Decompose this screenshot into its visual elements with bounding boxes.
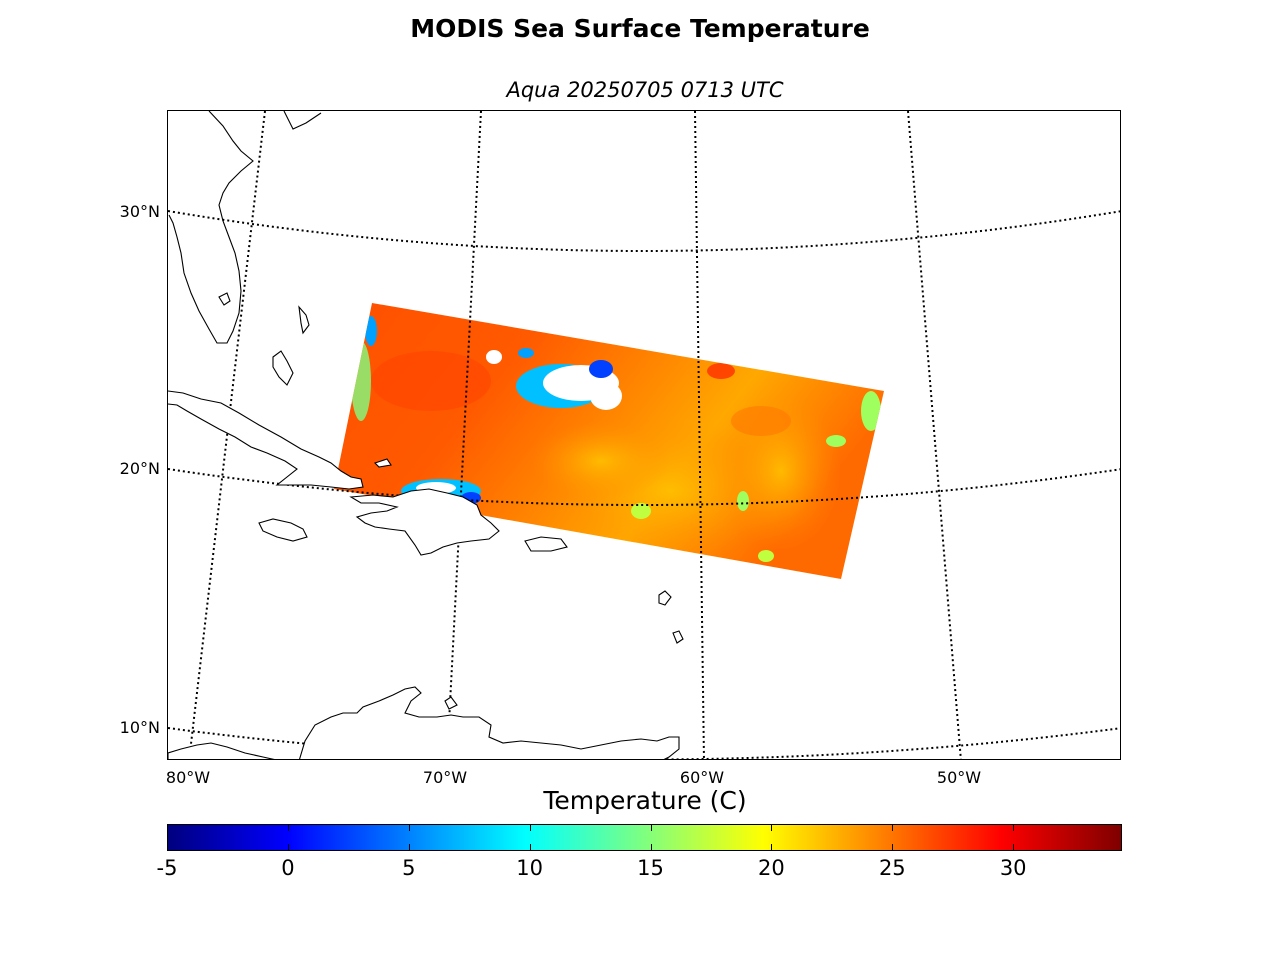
lon-label-50w: 50°W (936, 768, 982, 787)
lon-label-80w: 80°W (165, 768, 211, 787)
map-panel (167, 110, 1121, 760)
figure-title: MODIS Sea Surface Temperature (410, 14, 870, 43)
colorbar-tick-mark (771, 844, 773, 850)
colorbar-tick-label: 20 (758, 856, 785, 880)
colorbar-tick-mark (529, 825, 531, 831)
colorbar-tick-mark (408, 844, 410, 850)
colorbar-tick-mark (408, 825, 410, 831)
colorbar-tick-label: -5 (156, 856, 178, 880)
colorbar-tick-mark (892, 844, 894, 850)
colorbar-tick-label: 0 (281, 856, 295, 880)
colorbar-tick-mark (529, 844, 531, 850)
lat-label-30n: 30°N (119, 202, 160, 221)
colorbar-tick-label: 25 (878, 856, 906, 880)
figure-subtitle: Aqua 20250705 0713 UTC (506, 78, 784, 102)
lon-label-60w: 60°W (679, 768, 725, 787)
colorbar-tick-label: 30 (999, 856, 1027, 880)
colorbar-label: Temperature (C) (543, 786, 747, 815)
map-svg (168, 111, 1120, 759)
lon-label-70w: 70°W (422, 768, 468, 787)
colorbar-tick-label: 5 (402, 856, 416, 880)
colorbar-tick-mark (287, 825, 289, 831)
lat-label-20n: 20°N (119, 459, 160, 478)
colorbar-tick-mark (650, 825, 652, 831)
colorbar-tick-mark (1013, 825, 1015, 831)
colorbar-tick-mark (650, 844, 652, 850)
colorbar-tick-mark (892, 825, 894, 831)
colorbar-tick-label: 15 (637, 856, 664, 880)
colorbar-tick-label: 10 (516, 856, 544, 880)
colorbar-tick-mark (1013, 844, 1015, 850)
colorbar-tick-mark (771, 825, 773, 831)
colorbar-tick-mark (287, 844, 289, 850)
graticule (168, 111, 1120, 759)
lat-label-10n: 10°N (119, 718, 160, 737)
coastlines (168, 111, 684, 759)
colorbar (167, 824, 1122, 851)
